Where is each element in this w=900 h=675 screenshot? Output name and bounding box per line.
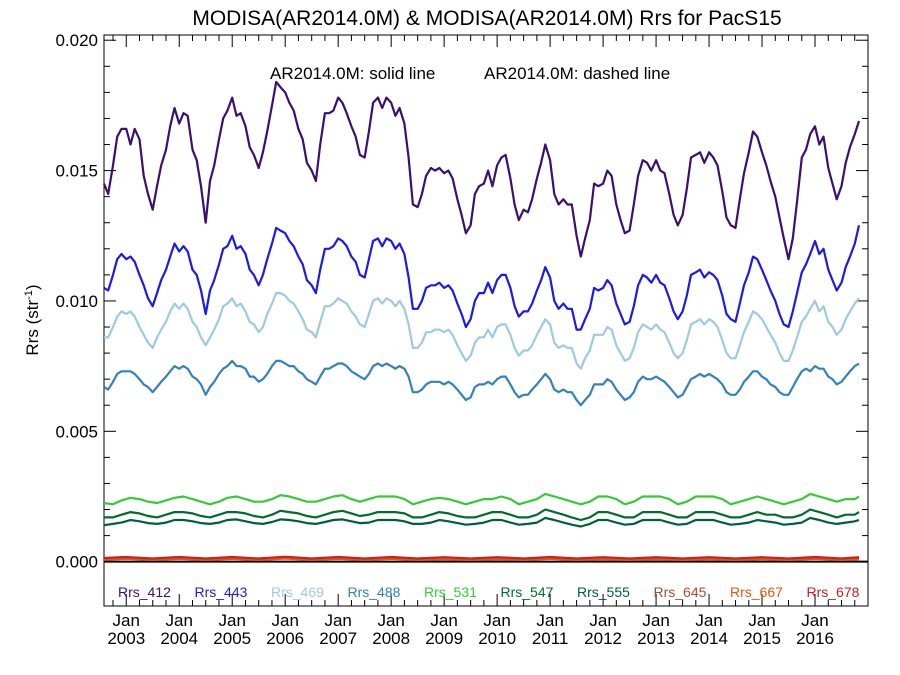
x-tick-month-12: Jan: [748, 611, 775, 630]
x-tick-year-12: 2015: [743, 629, 781, 648]
x-tick-year-8: 2011: [532, 629, 569, 648]
x-tick-month-7: Jan: [483, 611, 510, 630]
x-tick-year-5: 2008: [372, 629, 410, 648]
y-tick-label-0: 0.000: [55, 553, 98, 572]
series-line-rrs-443: [103, 225, 861, 331]
solid-line-note: AR2014.0M: solid line: [270, 64, 435, 83]
dashed-line-note: AR2014.0M: dashed line: [484, 64, 670, 83]
x-tick-year-1: 2004: [160, 629, 198, 648]
x-tick-year-0: 2003: [107, 629, 145, 648]
x-tick-month-13: Jan: [801, 611, 828, 630]
x-tick-month-3: Jan: [271, 611, 298, 630]
legend-entry-rrs-667: Rrs_667: [730, 584, 783, 600]
series-line-rrs-469: [104, 292, 860, 370]
y-axis: 0.000 0.005 0.010 0.015 0.020: [55, 31, 868, 572]
y-tick-label-3: 0.015: [55, 162, 98, 181]
x-tick-year-6: 2009: [425, 629, 463, 648]
series-line-rrs-667: [103, 557, 860, 561]
x-tick-month-5: Jan: [377, 611, 404, 630]
plot-frame: [103, 34, 869, 607]
x-tick-year-7: 2010: [478, 629, 516, 648]
x-tick-year-10: 2013: [637, 629, 675, 648]
legend-entry-rrs-678: Rrs_678: [807, 584, 860, 600]
x-tick-month-1: Jan: [166, 611, 193, 630]
y-tick-label-1: 0.005: [55, 422, 98, 441]
series-line-rrs-488: [103, 359, 860, 407]
x-tick-month-11: Jan: [695, 611, 722, 630]
y-axis-label-close: ): [23, 284, 42, 290]
x-tick-year-13: 2016: [796, 629, 834, 648]
series-lines: [102, 80, 861, 561]
x-tick-year-4: 2007: [319, 629, 357, 648]
x-tick-month-6: Jan: [430, 611, 457, 630]
x-tick-year-9: 2012: [584, 629, 622, 648]
legend-entry-rrs-555: Rrs_555: [577, 584, 630, 600]
legend-entry-rrs-412: Rrs_412: [118, 584, 171, 600]
series-line-rrs-531: [103, 492, 860, 506]
x-tick-month-9: Jan: [589, 611, 616, 630]
x-tick-year-3: 2006: [266, 629, 304, 648]
y-tick-label-4: 0.020: [55, 31, 98, 50]
legend-entry-rrs-547: Rrs_547: [501, 584, 554, 600]
legend-entry-rrs-488: Rrs_488: [348, 584, 401, 600]
y-axis-label: Rrs (str-1): [23, 284, 42, 355]
x-tick-month-8: Jan: [536, 611, 563, 630]
legend-entry-rrs-645: Rrs_645: [654, 584, 707, 600]
legend-entry-rrs-469: Rrs_469: [271, 584, 324, 600]
x-tick-month-2: Jan: [219, 611, 246, 630]
legend-entry-rrs-531: Rrs_531: [424, 584, 477, 600]
y-axis-label-exponent: -1: [23, 290, 35, 300]
y-tick-label-2: 0.010: [55, 292, 98, 311]
series-line-rrs-412: [102, 80, 861, 261]
series-line-rrs-555: [103, 516, 860, 528]
legend-entry-rrs-443: Rrs_443: [195, 584, 248, 600]
x-tick-month-4: Jan: [324, 611, 351, 630]
series-line-rrs-678: [103, 555, 860, 560]
legend: Rrs_412 Rrs_443 Rrs_469 Rrs_488 Rrs_531 Rrs_5…: [118, 584, 860, 600]
x-axis: Jan2003Jan2004Jan2005Jan2006Jan2007Jan20…: [107, 35, 856, 648]
x-tick-year-2: 2005: [213, 629, 251, 648]
x-tick-year-11: 2014: [690, 629, 728, 648]
series-line-rrs-547: [104, 508, 860, 522]
chart-title: MODISA(AR2014.0M) & MODISA(AR2014.0M) Rr…: [192, 7, 781, 30]
x-tick-month-10: Jan: [642, 611, 669, 630]
y-axis-label-main: Rrs (str: [23, 300, 42, 356]
x-tick-month-0: Jan: [113, 611, 140, 630]
